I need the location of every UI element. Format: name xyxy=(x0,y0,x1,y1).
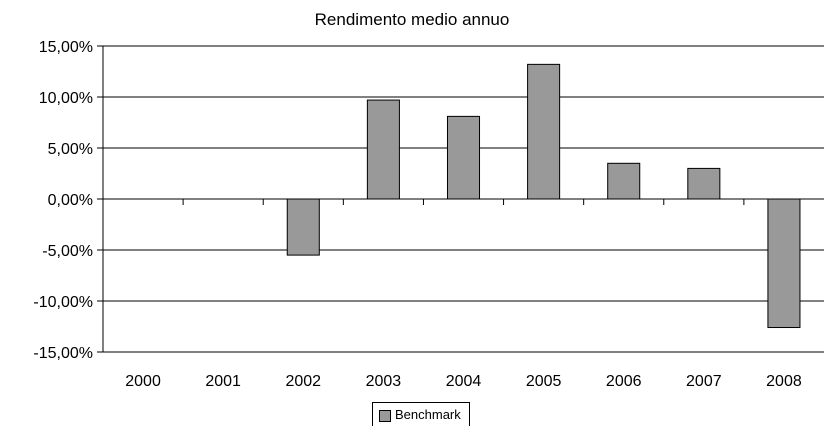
legend: Benchmark xyxy=(372,402,470,426)
legend-label: Benchmark xyxy=(395,407,461,422)
bar-2008 xyxy=(767,198,801,329)
legend-swatch xyxy=(379,410,391,422)
y-tick-label-1: 10,00% xyxy=(39,90,93,107)
y-tick-label-4: -5,00% xyxy=(42,243,93,260)
bar-2002 xyxy=(286,198,320,256)
y-tick-label-5: -10,00% xyxy=(33,294,93,311)
bar-2006 xyxy=(607,162,641,200)
y-tick-label-3: 0,00% xyxy=(48,192,93,209)
chart-title: Rendimento medio annuo xyxy=(314,10,510,29)
x-tick-label-2004: 2004 xyxy=(446,373,482,390)
x-tick-label-2001: 2001 xyxy=(205,373,241,390)
x-tick-label-2000: 2000 xyxy=(125,373,161,390)
bar-2005 xyxy=(527,63,561,200)
x-tick-label-2007: 2007 xyxy=(686,373,722,390)
x-tick-label-2005: 2005 xyxy=(526,373,562,390)
x-tick-label-2006: 2006 xyxy=(606,373,642,390)
y-tick-label-6: -15,00% xyxy=(33,345,93,362)
x-tick-label-2002: 2002 xyxy=(285,373,321,390)
x-tick-label-2003: 2003 xyxy=(366,373,402,390)
bar-2007 xyxy=(687,167,721,200)
bar-2004 xyxy=(446,115,481,200)
bar-2003 xyxy=(366,99,400,200)
y-tick-label-2: 5,00% xyxy=(48,141,93,158)
x-tick-label-2008: 2008 xyxy=(766,373,802,390)
y-tick-label-0: 15,00% xyxy=(39,39,93,56)
